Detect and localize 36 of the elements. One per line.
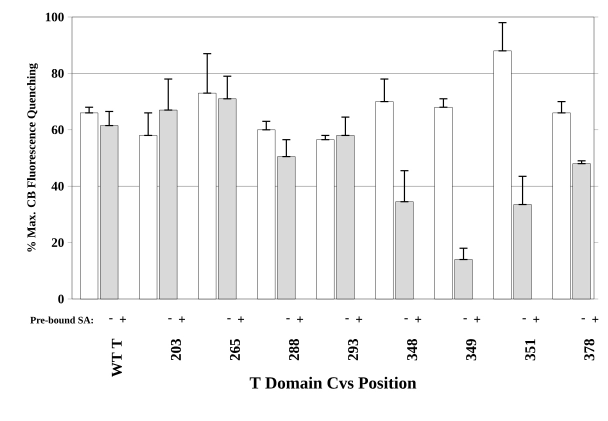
text: - (227, 318, 231, 320)
text: + (297, 316, 304, 322)
x-tick-label: 348 (407, 339, 418, 360)
text: - (109, 318, 113, 320)
x-tick-label: 349 (466, 339, 476, 360)
text: - (522, 318, 526, 320)
text: + (533, 316, 540, 322)
x-axis-title: T Domain Cvs Position (250, 376, 416, 389)
y-tick-label: 20 (52, 238, 64, 247)
y-tick-label: 60 (52, 125, 64, 134)
series-label: + (415, 316, 422, 322)
text: + (474, 316, 480, 322)
text: - (582, 318, 585, 320)
y-tick-label: 80 (52, 69, 64, 78)
text: + (356, 316, 362, 322)
legend-title: Pre-bound SA: (30, 316, 93, 324)
text: + (178, 316, 185, 322)
text: - (345, 318, 349, 320)
y-axis-title: % Max. CB Fluorescence Quenching (27, 63, 38, 252)
text: + (238, 316, 244, 322)
x-tick-label: 265 (230, 339, 240, 360)
x-tick-label: 203 (170, 339, 181, 360)
text: - (168, 318, 172, 320)
x-tick-label: 288 (288, 339, 300, 360)
y-tick-label: 0 (58, 294, 64, 304)
text: + (120, 316, 126, 322)
text: + (592, 316, 598, 322)
text: - (404, 318, 408, 320)
x-tick-label: 351 (525, 339, 536, 360)
y-tick-label: 100 (46, 12, 64, 22)
y-tick-label: 40 (51, 182, 64, 191)
text: - (463, 318, 467, 320)
x-tick-label: 293 (348, 339, 358, 360)
x-tick-label: 378 (584, 339, 594, 360)
series-label: - (286, 318, 290, 320)
x-tick-label: WT T (112, 338, 122, 377)
